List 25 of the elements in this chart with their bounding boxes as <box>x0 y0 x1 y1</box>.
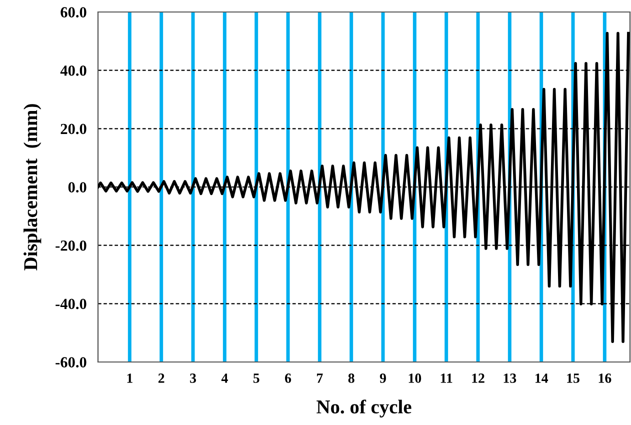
x-tick-label: 9 <box>380 374 386 383</box>
x-tick-label: 5 <box>253 374 260 383</box>
y-tick-label: 40.0 <box>60 65 86 76</box>
y-tick-label: -40.0 <box>56 298 86 310</box>
y-tick-label: 20.0 <box>60 124 86 134</box>
y-tick-label: 60.0 <box>60 7 86 18</box>
y-tick-label: -60.0 <box>56 357 86 368</box>
x-tick-label: 15 <box>567 374 580 383</box>
x-tick-label: 2 <box>158 374 164 383</box>
x-axis-title: No. of cycle <box>316 400 412 418</box>
x-tick-label: 10 <box>408 374 422 383</box>
x-tick-label: 6 <box>285 374 292 383</box>
x-tick-label: 13 <box>504 374 516 383</box>
x-tick-label: 16 <box>598 374 612 383</box>
x-tick-label: 1 <box>127 374 132 383</box>
y-axis-title: Displacement (mm) <box>24 104 42 270</box>
x-tick-label: 14 <box>536 374 548 383</box>
x-tick-label: 7 <box>316 374 323 383</box>
y-tick-label: -20.0 <box>56 240 86 251</box>
x-tick-label: 8 <box>348 374 354 383</box>
x-tick-label: 3 <box>190 374 196 383</box>
y-tick-label: 0.0 <box>68 182 86 193</box>
x-tick-label: 11 <box>440 374 452 383</box>
x-tick-label: 12 <box>472 374 484 383</box>
x-tick-label: 4 <box>221 374 228 383</box>
